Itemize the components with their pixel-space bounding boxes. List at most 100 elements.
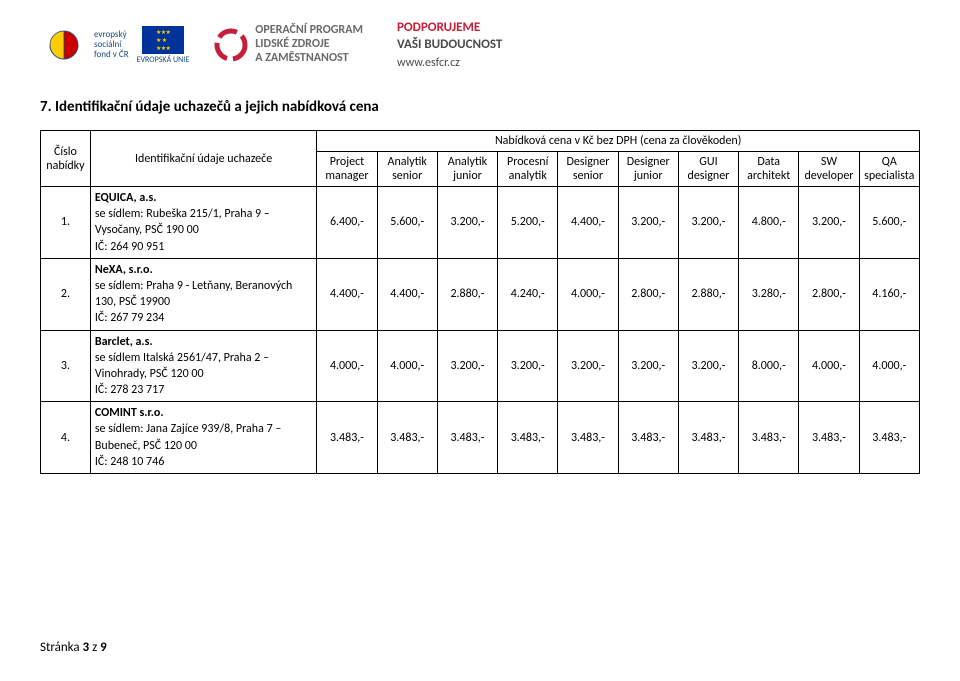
bidder-ic: IČ: 267 79 234 xyxy=(95,311,164,325)
esf-logo-block: evropský sociální fond v ČR ★ ★ ★★ ★★ ★ … xyxy=(40,21,189,69)
col-header-role: QAspecialista xyxy=(859,152,919,187)
price-cell: 4.800,- xyxy=(739,187,799,259)
price-cell: 4.240,- xyxy=(498,258,558,330)
price-cell: 3.280,- xyxy=(739,258,799,330)
col-header-role: Projectmanager xyxy=(317,152,377,187)
price-cell: 2.880,- xyxy=(437,258,497,330)
price-cell: 3.483,- xyxy=(618,402,678,474)
bids-table: Číslo nabídky Identifikační údaje uchaze… xyxy=(40,130,920,474)
op-text: OPERAČNÍ PROGRAM LIDSKÉ ZDROJE A ZAMĚSTN… xyxy=(255,24,363,65)
support-block: PODPORUJEME VAŠI BUDOUCNOST www.esfcr.cz xyxy=(397,20,502,70)
col-header-role: Analytiksenior xyxy=(377,152,437,187)
support-line1: PODPORUJEME xyxy=(397,20,502,35)
price-cell: 4.000,- xyxy=(859,330,919,402)
col-header-number: Číslo nabídky xyxy=(41,131,91,187)
op-line1: OPERAČNÍ PROGRAM xyxy=(255,24,363,38)
price-cell: 2.800,- xyxy=(799,258,859,330)
support-line2: VAŠI BUDOUCNOST xyxy=(397,37,502,52)
price-cell: 2.800,- xyxy=(618,258,678,330)
col-header-role: GUIdesigner xyxy=(678,152,738,187)
price-cell: 3.200,- xyxy=(558,330,618,402)
support-url: www.esfcr.cz xyxy=(397,56,502,70)
price-cell: 8.000,- xyxy=(739,330,799,402)
page-footer: Stránka 3 z 9 xyxy=(40,640,107,655)
logo-header: evropský sociální fond v ČR ★ ★ ★★ ★★ ★ … xyxy=(40,20,920,70)
price-cell: 3.483,- xyxy=(678,402,738,474)
price-cell: 3.483,- xyxy=(739,402,799,474)
table-row: 3. Barclet, a.s. se sídlem Italská 2561/47… xyxy=(41,330,920,402)
price-cell: 4.000,- xyxy=(799,330,859,402)
price-cell: 3.200,- xyxy=(618,330,678,402)
price-cell: 5.600,- xyxy=(859,187,919,259)
row-number: 4. xyxy=(41,402,91,474)
price-cell: 4.400,- xyxy=(377,258,437,330)
price-cell: 3.483,- xyxy=(317,402,377,474)
esf-text: evropský sociální fond v ČR xyxy=(94,30,129,60)
footer-sep: z xyxy=(92,640,97,655)
col-header-price-group: Nabídková cena v Kč bez DPH (cena za člo… xyxy=(317,131,920,152)
table-head: Číslo nabídky Identifikační údaje uchaze… xyxy=(41,131,920,187)
col-header-role: Analytikjunior xyxy=(437,152,497,187)
bidder-address: se sídlem: Rubeška 215/1, Praha 9 – Vyso… xyxy=(95,207,270,237)
bidder-identification: NeXA, s.r.o. se sídlem: Praha 9 - Letňany… xyxy=(90,258,316,330)
bidder-address: se sídlem Italská 2561/47, Praha 2 – Vin… xyxy=(95,351,269,381)
price-cell: 3.483,- xyxy=(799,402,859,474)
col-header-ident: Identifikační údaje uchazeče xyxy=(90,131,316,187)
price-cell: 5.200,- xyxy=(498,187,558,259)
col-num-top: Číslo xyxy=(54,145,77,159)
price-cell: 4.400,- xyxy=(558,187,618,259)
bidder-identification: COMINT s.r.o. se sídlem: Jana Zajíce 939/… xyxy=(90,402,316,474)
eu-stars-icon: ★ ★ ★★ ★★ ★ ★ xyxy=(156,28,170,52)
price-cell: 3.200,- xyxy=(618,187,678,259)
price-cell: 4.160,- xyxy=(859,258,919,330)
bidder-name: COMINT s.r.o. xyxy=(95,406,164,420)
price-cell: 4.000,- xyxy=(558,258,618,330)
price-cell: 5.600,- xyxy=(377,187,437,259)
price-cell: 4.000,- xyxy=(377,330,437,402)
bidder-name: EQUICA, a.s. xyxy=(95,191,157,205)
bidder-address: se sídlem: Praha 9 - Letňany, Beranových… xyxy=(95,279,293,309)
row-number: 1. xyxy=(41,187,91,259)
footer-page-total: 9 xyxy=(100,640,107,655)
price-cell: 2.880,- xyxy=(678,258,738,330)
col-header-role: Procesníanalytik xyxy=(498,152,558,187)
eu-label: EVROPSKÁ UNIE xyxy=(137,56,190,65)
price-cell: 3.483,- xyxy=(859,402,919,474)
bidder-ic: IČ: 264 90 951 xyxy=(95,240,164,254)
bidder-name: Barclet, a.s. xyxy=(95,335,153,349)
op-line3: A ZAMĚSTNANOST xyxy=(255,52,363,66)
bidder-identification: EQUICA, a.s. se sídlem: Rubeška 215/1, Pr… xyxy=(90,187,316,259)
op-ring-icon xyxy=(213,27,249,63)
bidder-identification: Barclet, a.s. se sídlem Italská 2561/47, … xyxy=(90,330,316,402)
price-cell: 3.483,- xyxy=(377,402,437,474)
op-logo: OPERAČNÍ PROGRAM LIDSKÉ ZDROJE A ZAMĚSTN… xyxy=(213,24,363,65)
table-row: 2.NeXA, s.r.o.se sídlem: Praha 9 - Letňa… xyxy=(41,258,920,330)
esf-line3: fond v ČR xyxy=(94,50,129,60)
price-cell: 3.200,- xyxy=(498,330,558,402)
price-cell: 3.483,- xyxy=(437,402,497,474)
price-cell: 3.200,- xyxy=(799,187,859,259)
footer-label: Stránka xyxy=(40,640,80,655)
table-body: 1. EQUICA, a.s. se sídlem: Rubeška 215/1, … xyxy=(41,187,920,474)
footer-page-num: 3 xyxy=(83,640,90,655)
section-title: 7. Identifikační údaje uchazečů a jejich… xyxy=(40,98,920,116)
col-num-bottom: nabídky xyxy=(46,159,84,173)
eu-flag-icon: ★ ★ ★★ ★★ ★ ★ xyxy=(142,26,184,54)
col-header-role: Designerjunior xyxy=(618,152,678,187)
price-cell: 4.400,- xyxy=(317,258,377,330)
price-cell: 4.000,- xyxy=(317,330,377,402)
price-cell: 3.483,- xyxy=(558,402,618,474)
col-header-role: SWdeveloper xyxy=(799,152,859,187)
price-cell: 6.400,- xyxy=(317,187,377,259)
esf-logo: evropský sociální fond v ČR xyxy=(40,21,129,69)
table-row: 4. COMINT s.r.o. se sídlem: Jana Zajíce 93… xyxy=(41,402,920,474)
eu-logo-block: ★ ★ ★★ ★★ ★ ★ EVROPSKÁ UNIE xyxy=(137,26,190,65)
row-number: 3. xyxy=(41,330,91,402)
bidder-address: se sídlem: Jana Zajíce 939/8, Praha 7 – … xyxy=(95,422,282,452)
op-line2: LIDSKÉ ZDROJE xyxy=(255,38,363,52)
bidder-ic: IČ: 248 10 746 xyxy=(95,455,164,469)
col-header-role: Dataarchitekt xyxy=(739,152,799,187)
bidder-ic: IČ: 278 23 717 xyxy=(95,383,164,397)
table-row: 1. EQUICA, a.s. se sídlem: Rubeška 215/1, … xyxy=(41,187,920,259)
bidder-name: NeXA, s.r.o. xyxy=(95,263,153,277)
